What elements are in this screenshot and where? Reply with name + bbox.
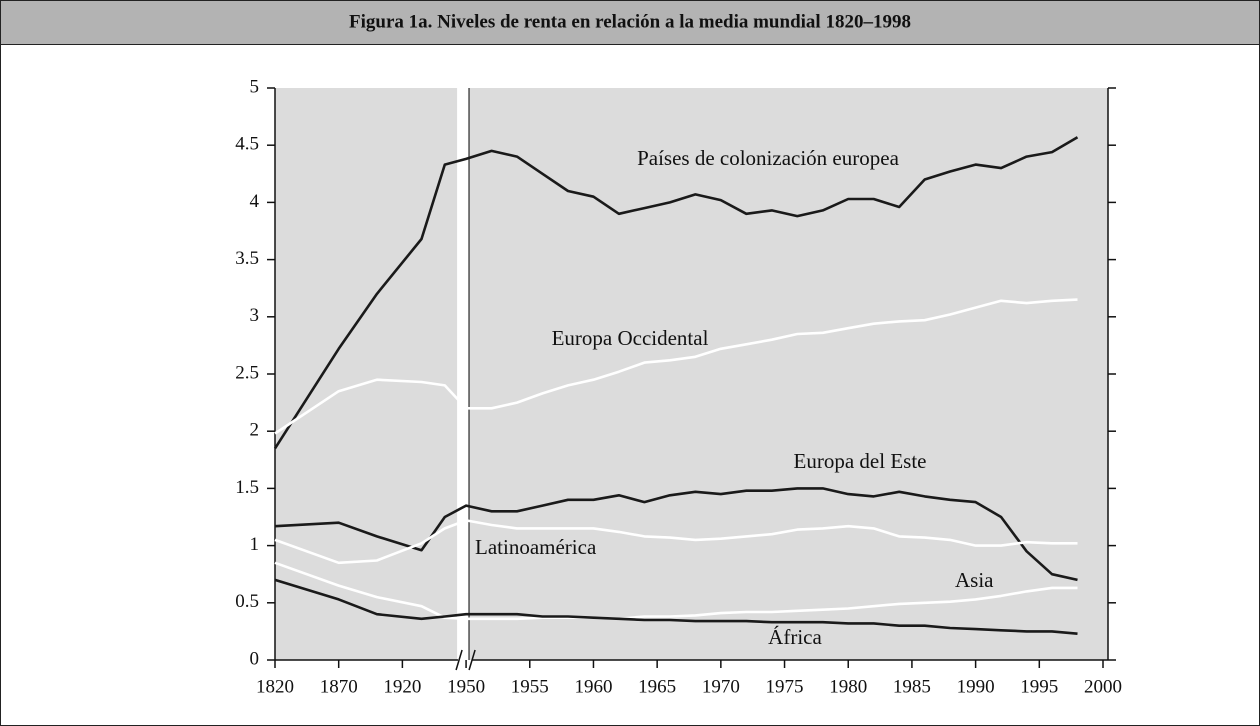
y-tick-label: 0.5 [235, 591, 259, 612]
series-label: Europa Occidental [552, 326, 709, 350]
series-line [273, 136, 1079, 450]
x-tick-label: 1870 [320, 676, 358, 697]
x-tick-label: 1970 [702, 676, 740, 697]
chart-title: Figura 1a. Niveles de renta en relación … [349, 11, 911, 32]
x-tick-label: 1980 [829, 676, 867, 697]
y-tick-label: 4 [250, 191, 260, 212]
axis-break [457, 88, 469, 660]
series-line [274, 519, 1078, 565]
y-tick-label: 2.5 [235, 362, 259, 383]
series-line [274, 298, 1078, 435]
x-tick-label: 1990 [957, 676, 995, 697]
x-tick-label: 1985 [893, 676, 931, 697]
series-label: Asia [955, 568, 994, 592]
y-tick-label: 4.5 [235, 134, 259, 155]
series-label: Latinoamérica [475, 535, 597, 559]
series-line [274, 578, 1078, 635]
series-line [274, 561, 1078, 621]
series-label: Países de colonización europea [637, 146, 899, 170]
x-tick-label: 1965 [638, 676, 676, 697]
y-tick-label: 3.5 [235, 248, 259, 269]
y-tick-label: 2 [250, 420, 260, 441]
x-tick-label: 2000 [1084, 676, 1122, 697]
series-label: Europa del Este [794, 449, 927, 473]
header [0, 0, 1260, 45]
y-tick-label: 5 [250, 76, 260, 97]
x-tick-label: 1950 [447, 676, 485, 697]
series-label: África [768, 625, 822, 649]
y-tick-label: 3 [250, 305, 260, 326]
x-tick-label: 1955 [511, 676, 549, 697]
x-tick-label: 1920 [383, 676, 421, 697]
y-tick-label: 0 [250, 648, 260, 669]
x-tick-label: 1820 [256, 676, 294, 697]
break-mark [455, 649, 463, 671]
y-tick-label: 1.5 [235, 477, 259, 498]
x-tick-label: 1995 [1020, 676, 1058, 697]
plot-area [275, 88, 1108, 660]
x-tick-label: 1975 [766, 676, 804, 697]
x-tick-label: 1960 [574, 676, 612, 697]
series-line [274, 487, 1078, 582]
y-tick-label: 1 [250, 534, 260, 555]
break-mark [468, 649, 476, 671]
